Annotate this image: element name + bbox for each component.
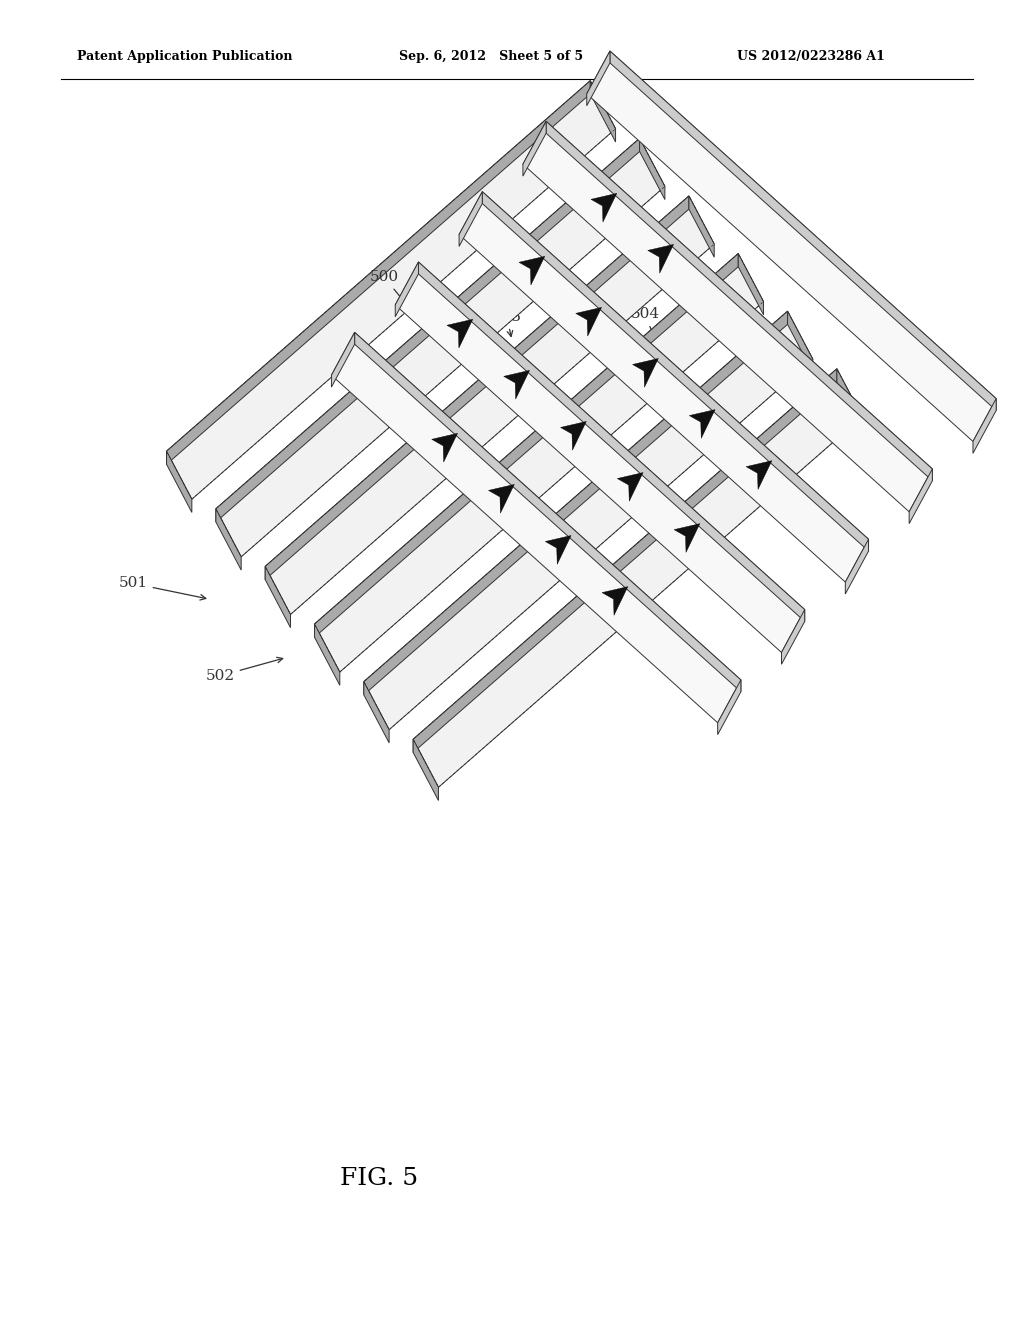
Polygon shape — [909, 469, 933, 524]
Polygon shape — [432, 433, 458, 462]
Polygon shape — [560, 421, 587, 450]
Polygon shape — [633, 359, 658, 387]
Polygon shape — [314, 253, 738, 638]
Polygon shape — [265, 566, 291, 628]
Polygon shape — [674, 524, 699, 552]
Polygon shape — [746, 461, 772, 490]
Text: US 2012/0223286 A1: US 2012/0223286 A1 — [737, 50, 885, 63]
Polygon shape — [364, 312, 813, 730]
Polygon shape — [846, 540, 868, 594]
Polygon shape — [617, 473, 643, 502]
Polygon shape — [459, 191, 868, 582]
Polygon shape — [973, 399, 996, 453]
Polygon shape — [689, 409, 715, 438]
Polygon shape — [413, 739, 438, 800]
Polygon shape — [459, 191, 482, 247]
Polygon shape — [482, 191, 868, 552]
Polygon shape — [648, 244, 674, 273]
Polygon shape — [364, 681, 389, 743]
Polygon shape — [640, 139, 665, 199]
Polygon shape — [587, 51, 996, 441]
Polygon shape — [523, 121, 933, 512]
Text: 504: 504 — [631, 308, 659, 337]
Polygon shape — [591, 193, 616, 222]
Text: 512: 512 — [525, 640, 598, 681]
Polygon shape — [216, 508, 242, 570]
Polygon shape — [413, 368, 837, 752]
Polygon shape — [167, 81, 590, 465]
Polygon shape — [419, 261, 805, 622]
Polygon shape — [265, 195, 714, 615]
Polygon shape — [546, 121, 933, 480]
Polygon shape — [504, 371, 529, 399]
Polygon shape — [332, 333, 741, 723]
Polygon shape — [216, 139, 640, 521]
Polygon shape — [587, 51, 610, 106]
Polygon shape — [689, 195, 714, 257]
Text: 500: 500 — [370, 271, 427, 330]
Text: 502: 502 — [206, 657, 283, 682]
Polygon shape — [167, 451, 191, 512]
Polygon shape — [332, 333, 354, 387]
Polygon shape — [781, 610, 805, 664]
Polygon shape — [314, 624, 340, 685]
Polygon shape — [523, 121, 546, 176]
Text: 501: 501 — [119, 577, 206, 601]
Polygon shape — [354, 333, 741, 692]
Polygon shape — [413, 368, 862, 787]
Polygon shape — [314, 253, 764, 672]
Text: 506: 506 — [597, 590, 649, 624]
Polygon shape — [519, 256, 545, 285]
Polygon shape — [488, 484, 514, 513]
Polygon shape — [395, 261, 805, 652]
Polygon shape — [718, 680, 741, 735]
Polygon shape — [395, 261, 419, 317]
Polygon shape — [216, 139, 665, 557]
Polygon shape — [446, 319, 473, 348]
Polygon shape — [738, 253, 764, 314]
Polygon shape — [610, 51, 996, 411]
Text: FIG. 5: FIG. 5 — [340, 1167, 418, 1191]
Polygon shape — [265, 195, 689, 579]
Text: 503: 503 — [493, 310, 521, 337]
Text: Sep. 6, 2012   Sheet 5 of 5: Sep. 6, 2012 Sheet 5 of 5 — [399, 50, 584, 63]
Polygon shape — [837, 368, 862, 430]
Polygon shape — [590, 81, 615, 143]
Polygon shape — [167, 81, 615, 499]
Polygon shape — [364, 312, 787, 694]
Polygon shape — [545, 536, 571, 564]
Polygon shape — [575, 308, 601, 337]
Text: Patent Application Publication: Patent Application Publication — [77, 50, 292, 63]
Polygon shape — [602, 586, 628, 615]
Polygon shape — [787, 312, 813, 372]
